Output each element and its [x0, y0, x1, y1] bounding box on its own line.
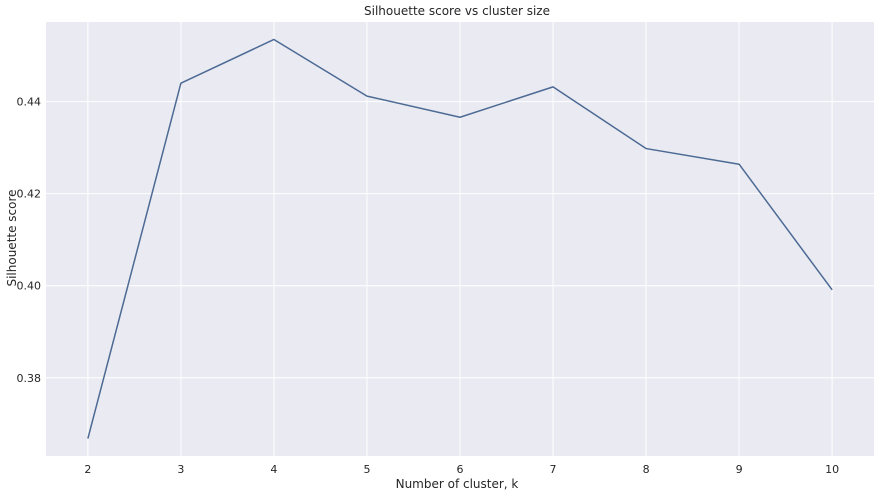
grid-lines [46, 22, 874, 456]
y-axis-label: Silhouette score [5, 189, 19, 286]
series-layer [87, 38, 833, 439]
x-tick-label: 5 [363, 463, 370, 476]
y-tick-label: 0.40 [17, 280, 42, 293]
y-tick-label: 0.38 [17, 372, 42, 385]
y-tick-labels: 0.38 0.40 0.42 0.44 [17, 96, 42, 385]
x-tick-label: 4 [270, 463, 277, 476]
x-tick-label: 10 [825, 463, 839, 476]
chart-title: Silhouette score vs cluster size [364, 4, 550, 18]
series-line [87, 38, 833, 439]
x-axis-label: Number of cluster, k [396, 477, 519, 491]
x-tick-label: 6 [457, 463, 464, 476]
x-tick-label: 9 [736, 463, 743, 476]
x-tick-label: 2 [84, 463, 91, 476]
x-tick-label: 8 [643, 463, 650, 476]
y-tick-label: 0.44 [17, 96, 42, 109]
x-tick-label: 7 [550, 463, 557, 476]
x-tick-labels: 2 3 4 5 6 7 8 9 10 [84, 463, 839, 476]
y-tick-label: 0.42 [17, 188, 42, 201]
x-tick-label: 3 [177, 463, 184, 476]
